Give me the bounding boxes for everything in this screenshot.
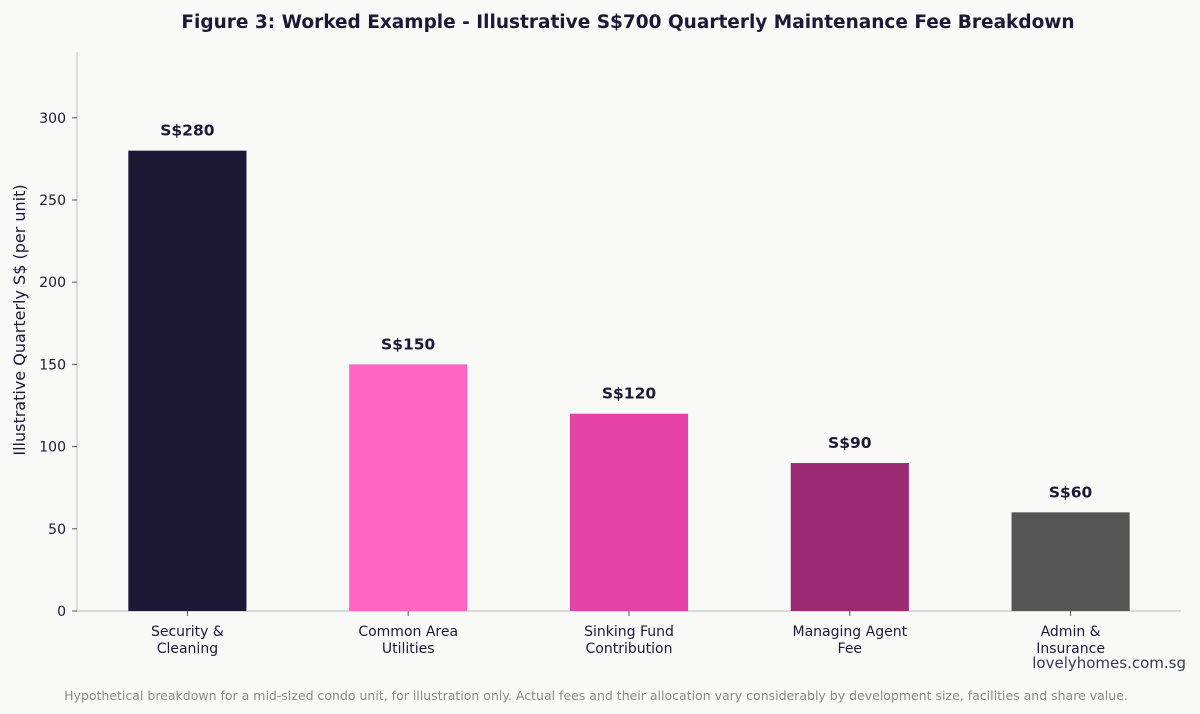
- x-tick-label: Sinking Fund Contribution: [584, 624, 674, 657]
- y-tick-label: 0: [57, 604, 66, 620]
- x-tick-label: Common Area Utilities: [358, 624, 458, 657]
- y-tick-label: 200: [39, 275, 66, 291]
- watermark: lovelyhomes.com.sg: [1032, 654, 1186, 672]
- bar: [349, 364, 468, 611]
- plot-area: 0 50 100 150 200 250 300 S$280 Security & Cleanin…: [39, 52, 1181, 657]
- data-label: S$120: [602, 385, 657, 403]
- bar: [1011, 512, 1130, 611]
- bar: [569, 413, 689, 611]
- data-label: S$90: [828, 434, 872, 452]
- y-tick-label: 300: [39, 111, 66, 127]
- y-tick-label: 50: [48, 522, 66, 538]
- bar: [790, 463, 909, 611]
- chart-title: Figure 3: Worked Example - Illustrative …: [181, 12, 1074, 33]
- x-tick-label: Security & Cleaning: [151, 624, 224, 657]
- y-tick-label: 150: [39, 357, 66, 373]
- data-label: S$60: [1049, 483, 1093, 501]
- data-label: S$280: [160, 122, 215, 140]
- y-axis-label: Illustrative Quarterly S$ (per unit): [10, 184, 29, 455]
- data-label: S$150: [381, 335, 436, 353]
- bar: [128, 150, 247, 611]
- x-tick-label: Managing Agent Fee: [793, 624, 908, 657]
- y-tick-label: 250: [39, 193, 66, 209]
- y-tick-label: 100: [39, 440, 66, 456]
- footnote: Hypothetical breakdown for a mid-sized c…: [64, 688, 1128, 703]
- x-tick-label: Admin & Insurance: [1036, 624, 1105, 657]
